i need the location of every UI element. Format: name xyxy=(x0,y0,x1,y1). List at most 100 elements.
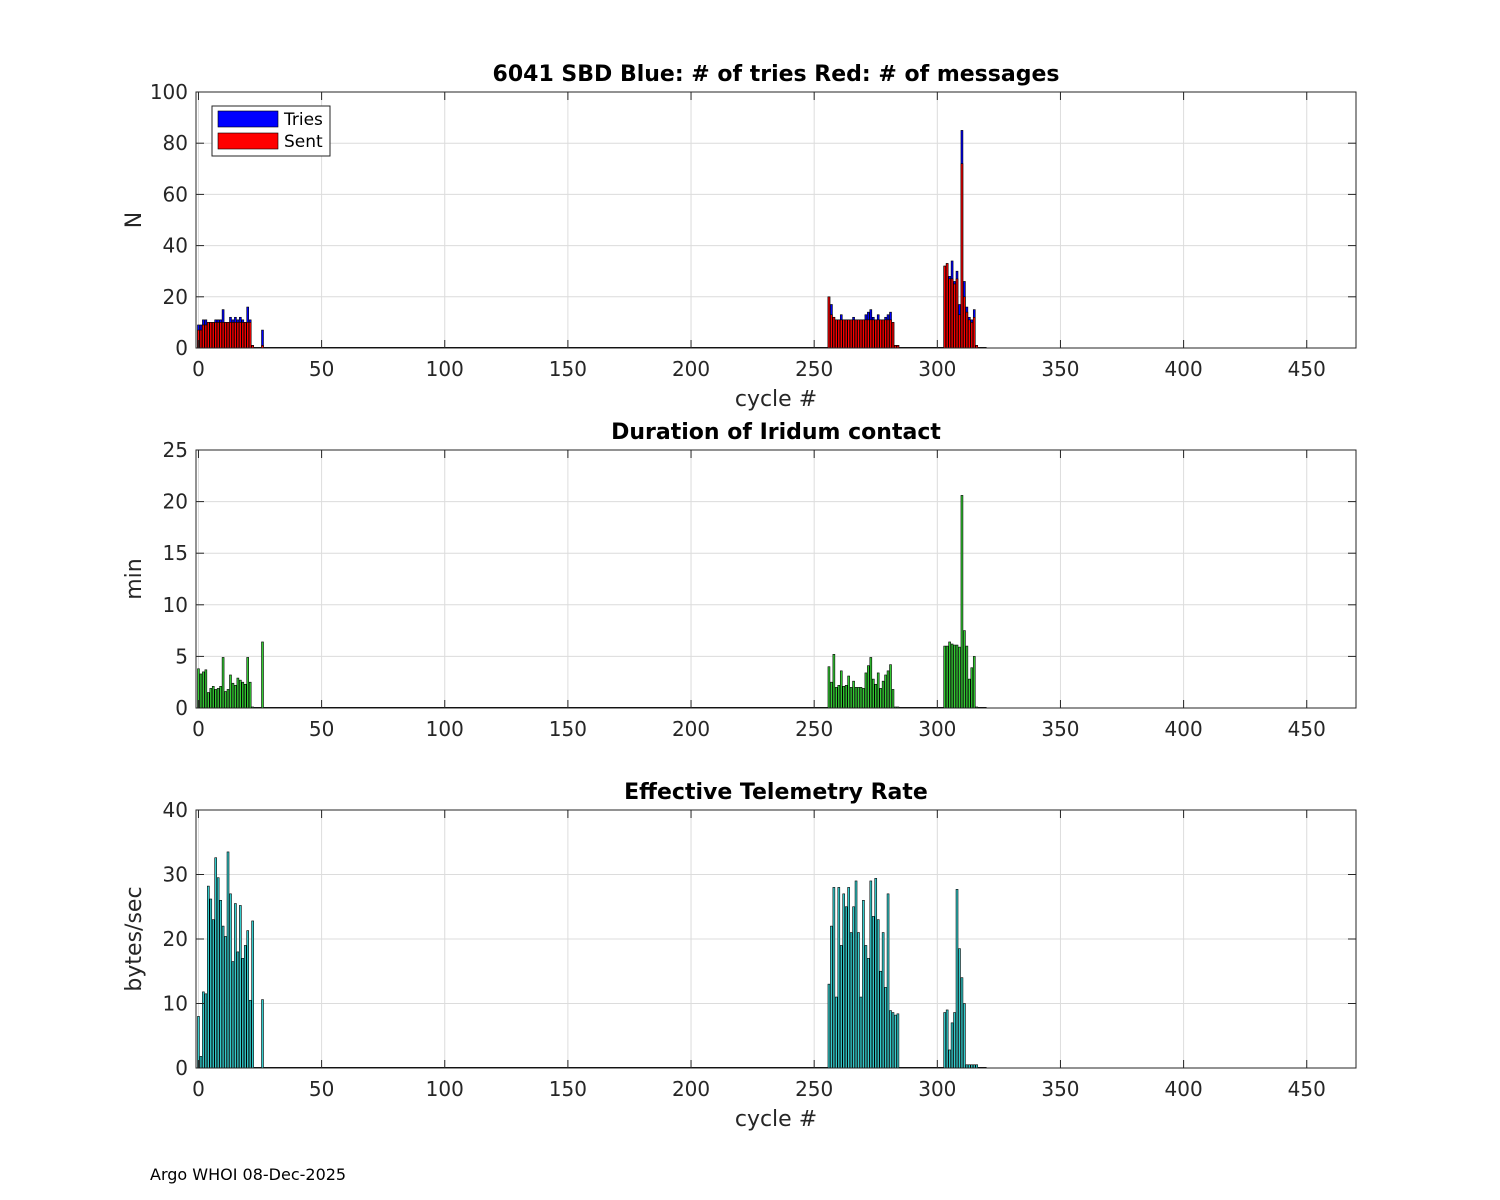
x-tick-label: 450 xyxy=(1288,1077,1326,1101)
bar-series1 xyxy=(248,999,252,1069)
legend-label-sent: Sent xyxy=(284,132,323,152)
x-tick-label: 150 xyxy=(549,717,587,741)
bar-series1 xyxy=(859,996,863,1069)
bar-series1 xyxy=(243,683,247,709)
bar-sent xyxy=(199,329,203,349)
y-tick-label: 5 xyxy=(175,644,188,668)
x-axis-label: cycle # xyxy=(735,1107,817,1132)
bar-sent xyxy=(226,322,230,349)
bar-sent xyxy=(876,319,880,349)
chart-title: Duration of Iridum contact xyxy=(611,420,941,445)
bar-series1 xyxy=(864,672,868,709)
bar-series1 xyxy=(239,905,242,1069)
bar-sent xyxy=(236,322,240,349)
x-tick-label: 250 xyxy=(795,1077,833,1101)
bar-sent xyxy=(835,319,838,349)
bar-sent xyxy=(832,316,836,349)
bar-series1 xyxy=(219,686,222,709)
bar-series1 xyxy=(207,885,210,1069)
bar-series1 xyxy=(879,970,882,1069)
bar-series1 xyxy=(854,880,858,1069)
bar-series1 xyxy=(881,680,885,709)
x-tick-label: 200 xyxy=(672,717,710,741)
x-tick-label: 0 xyxy=(192,357,205,381)
bar-series1 xyxy=(234,684,237,709)
bar-sent xyxy=(214,322,217,349)
bar-series1 xyxy=(248,681,252,709)
x-tick-label: 0 xyxy=(192,717,205,741)
bar-series1 xyxy=(835,996,838,1069)
bar-series1 xyxy=(229,674,232,709)
bar-series1 xyxy=(943,645,946,709)
bar-series1 xyxy=(849,932,853,1069)
bar-sent xyxy=(248,322,252,349)
bar-series1 xyxy=(968,678,971,709)
bar-sent xyxy=(965,311,969,349)
bar-series1 xyxy=(867,665,870,709)
plot-area xyxy=(196,92,1356,348)
y-tick-label: 10 xyxy=(163,593,188,617)
bar-series1 xyxy=(837,684,841,709)
bar-series1 xyxy=(955,644,959,709)
bar-series1 xyxy=(839,945,843,1069)
bar-series1 xyxy=(202,671,205,709)
bar-series1 xyxy=(224,691,227,709)
y-tick-label: 10 xyxy=(163,992,188,1016)
bar-sent xyxy=(216,322,220,349)
bar-sent xyxy=(948,278,951,349)
x-tick-label: 50 xyxy=(309,717,334,741)
bar-sent xyxy=(874,319,878,349)
bar-series1 xyxy=(852,680,855,709)
bar-sent xyxy=(243,322,247,349)
bar-series1 xyxy=(261,641,264,709)
bar-series1 xyxy=(226,689,230,709)
bar-sent xyxy=(968,319,971,349)
bar-sent xyxy=(884,319,887,349)
bar-series1 xyxy=(251,920,254,1069)
bar-series1 xyxy=(830,681,833,709)
legend-swatch-sent xyxy=(217,132,279,150)
bar-series1 xyxy=(199,1056,203,1069)
bar-series1 xyxy=(832,887,836,1069)
bar-sent xyxy=(864,319,868,349)
bar-sent xyxy=(209,322,213,349)
bar-series1 xyxy=(246,930,250,1069)
x-tick-label: 250 xyxy=(795,357,833,381)
bar-sent xyxy=(837,319,841,349)
bar-sent xyxy=(844,319,848,349)
bar-series1 xyxy=(881,932,885,1069)
bar-series1 xyxy=(209,688,213,709)
bar-series1 xyxy=(891,1012,895,1069)
bar-sent xyxy=(891,322,895,349)
chart-panel-2: 0 50 100 150 200 250 300 350 400 450 0 5 10 15 20 25 Dur… xyxy=(122,420,1357,741)
x-axis-label: cycle # xyxy=(735,387,817,412)
bar-sent xyxy=(842,319,846,349)
bar-series1 xyxy=(842,686,846,709)
y-tick-label: 25 xyxy=(163,438,188,462)
y-tick-label: 20 xyxy=(163,490,188,514)
bar-series1 xyxy=(886,670,890,709)
bar-series1 xyxy=(886,893,890,1069)
bar-sent xyxy=(886,319,890,349)
bar-sent xyxy=(830,314,833,349)
bar-series1 xyxy=(241,681,245,709)
x-tick-label: 350 xyxy=(1041,1077,1079,1101)
bar-series1 xyxy=(963,1003,966,1069)
x-tick-label: 400 xyxy=(1165,717,1203,741)
bar-series1 xyxy=(955,889,959,1069)
bar-series1 xyxy=(226,851,230,1069)
bar-series1 xyxy=(889,1010,892,1069)
x-tick-label: 250 xyxy=(795,717,833,741)
y-axis-label: N xyxy=(122,212,147,228)
x-tick-label: 450 xyxy=(1288,717,1326,741)
bar-series1 xyxy=(839,670,843,709)
bar-series1 xyxy=(236,951,240,1069)
bar-series1 xyxy=(965,645,969,709)
bar-sent xyxy=(852,319,855,349)
y-tick-label: 100 xyxy=(150,80,188,104)
bar-series1 xyxy=(857,932,860,1069)
bar-series1 xyxy=(219,899,222,1069)
bar-sent xyxy=(234,322,237,349)
